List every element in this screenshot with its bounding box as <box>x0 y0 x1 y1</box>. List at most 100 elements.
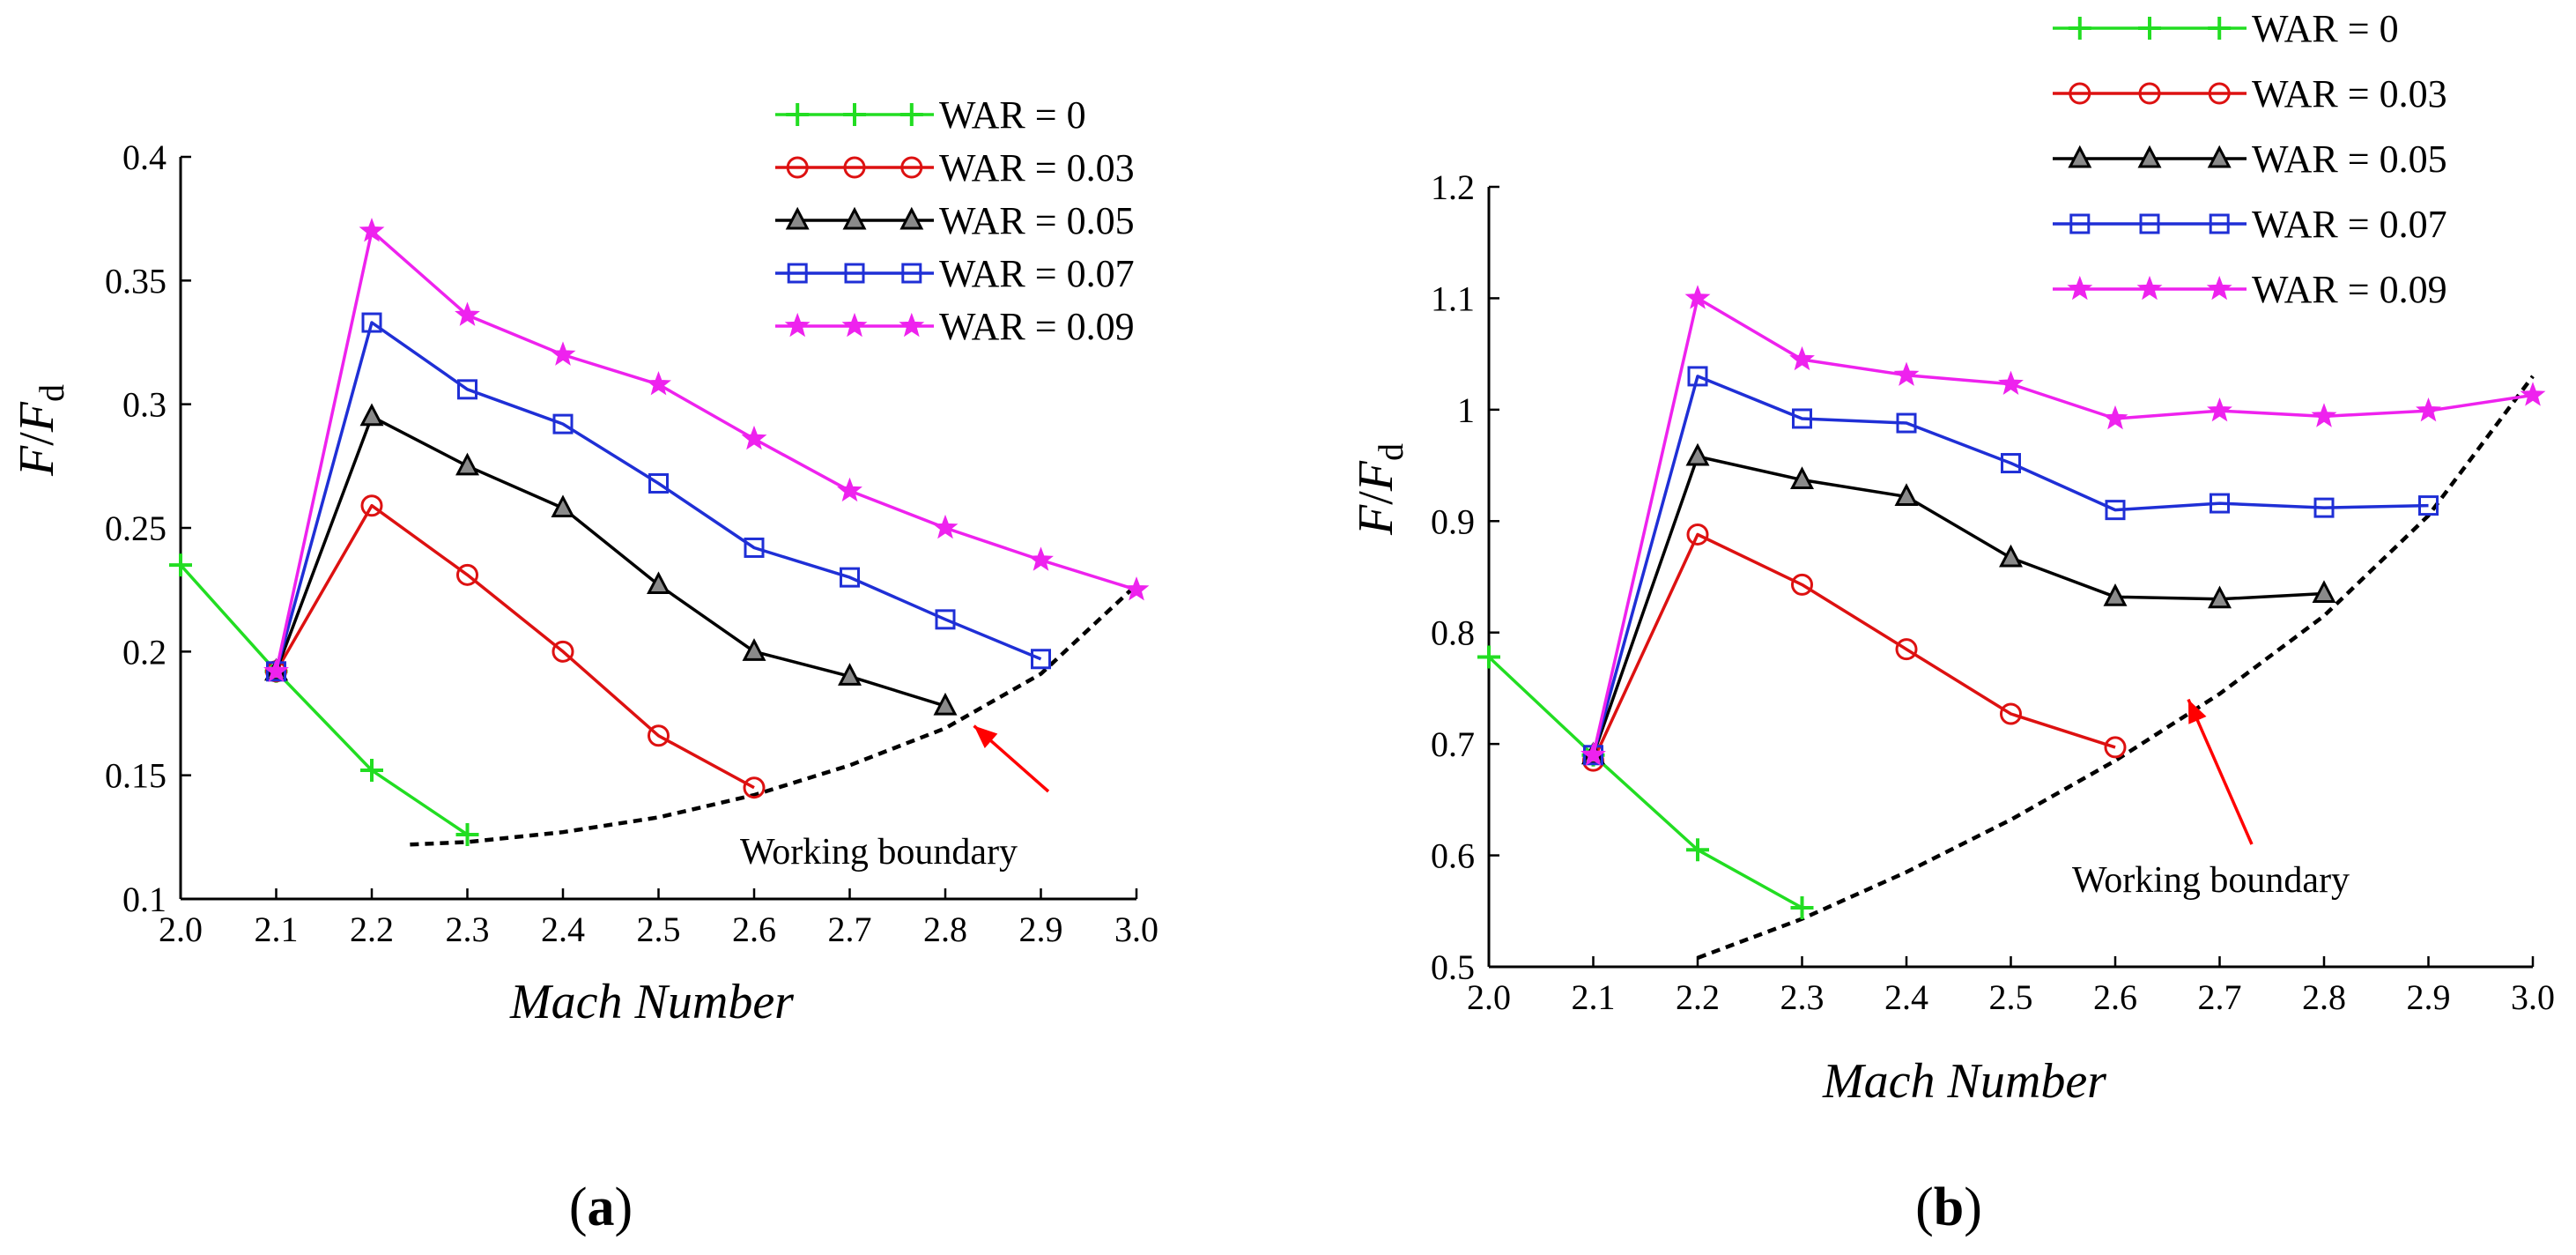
working-boundary-label: Working boundary <box>2072 860 2350 901</box>
legend-label: WAR = 0.09 <box>2252 268 2447 311</box>
series-4 <box>1580 285 2546 767</box>
legend-marker <box>899 206 924 230</box>
data-point <box>1687 366 1708 387</box>
series-line <box>1591 532 2116 761</box>
x-tick-label: 2.0 <box>1467 977 1511 1017</box>
data-point <box>455 301 480 326</box>
series-line <box>274 321 1042 672</box>
panel-label-close: ) <box>615 1177 633 1237</box>
y-axis-title-subscript: d <box>32 384 71 402</box>
legend-label: WAR = 0.07 <box>939 252 1135 295</box>
x-tick-label: 2.4 <box>1884 977 1928 1017</box>
y-tick-label: 0.3 <box>122 385 167 425</box>
legend-marker <box>786 156 809 179</box>
data-point <box>744 537 765 558</box>
x-tick-label: 3.0 <box>1114 910 1158 949</box>
x-axis-title: Mach Number <box>509 975 794 1029</box>
data-point <box>551 640 574 663</box>
data-point <box>1123 576 1150 601</box>
data-point <box>2311 403 2337 427</box>
series-line <box>274 414 946 708</box>
x-tick-label: 2.1 <box>1572 977 1616 1017</box>
legend-marker <box>786 103 810 126</box>
y-tick-label: 0.6 <box>1431 836 1475 876</box>
y-tick-label: 0.15 <box>105 756 167 796</box>
data-point <box>1685 442 1710 466</box>
data-point <box>550 341 576 366</box>
y-axis-title-slash: / <box>1349 491 1403 505</box>
data-point <box>933 692 958 716</box>
legend-marker <box>2138 17 2161 40</box>
data-point <box>456 563 478 586</box>
x-tick-label: 2.8 <box>923 910 967 949</box>
data-point <box>1789 345 1815 371</box>
data-point <box>1686 523 1709 546</box>
x-tick-label: 2.5 <box>1989 977 2033 1017</box>
data-point <box>2104 736 2127 759</box>
series-line <box>274 503 755 790</box>
series-line <box>1591 375 2429 756</box>
panel-label-open: ( <box>569 1177 588 1237</box>
data-point <box>359 403 384 427</box>
y-tick-label: 0.8 <box>1431 613 1475 653</box>
data-point <box>1477 645 1500 669</box>
data-point <box>838 663 862 686</box>
data-point <box>1792 408 1812 429</box>
data-point <box>2208 585 2232 609</box>
y-tick-label: 0.4 <box>122 137 167 177</box>
legend-marker <box>843 103 866 126</box>
data-point <box>263 657 289 683</box>
panel-label: (b) <box>1915 1177 1982 1237</box>
data-point <box>932 514 959 539</box>
legend-marker <box>2209 213 2230 234</box>
data-point <box>552 413 574 434</box>
y-axis-title-subscript: d <box>1371 443 1410 461</box>
data-point <box>169 553 192 577</box>
legend-marker <box>841 312 868 338</box>
x-tick-label: 2.1 <box>255 910 299 949</box>
data-point <box>935 609 956 630</box>
legend-marker <box>843 156 866 179</box>
series-1 <box>1582 523 2127 772</box>
data-point <box>1790 895 1814 919</box>
x-tick-label: 2.7 <box>2198 977 2242 1017</box>
x-tick-label: 2.9 <box>1019 910 1063 949</box>
legend-label: WAR = 0.03 <box>939 146 1135 189</box>
data-point <box>2000 702 2022 725</box>
x-tick-label: 2.6 <box>2093 977 2137 1017</box>
annotation-arrow-head <box>973 725 998 748</box>
data-point <box>648 724 670 747</box>
data-point <box>742 638 766 661</box>
y-axis-title: F/Fd <box>1349 443 1410 536</box>
panel-label-close: ) <box>1964 1177 1982 1237</box>
legend-label: WAR = 0.05 <box>939 199 1135 242</box>
panel-label-letter: b <box>1934 1177 1964 1237</box>
x-tick-label: 2.2 <box>1676 977 1720 1017</box>
series-line <box>1487 656 1803 910</box>
data-point <box>743 776 766 799</box>
y-axis-title-slash: / <box>10 432 64 446</box>
data-point <box>455 452 479 476</box>
legend-marker <box>899 103 923 126</box>
data-point <box>647 571 670 595</box>
data-point <box>1031 649 1051 670</box>
y-tick-label: 0.9 <box>1431 501 1475 541</box>
data-point <box>359 218 385 242</box>
legend-marker <box>2067 275 2093 301</box>
legend-marker <box>901 263 922 284</box>
panel-label-open: ( <box>1915 1177 1934 1237</box>
data-point <box>837 477 862 502</box>
data-point <box>648 472 669 494</box>
legend-marker <box>785 206 810 230</box>
legend-label: WAR = 0.09 <box>939 305 1135 348</box>
data-point <box>2520 382 2546 406</box>
x-tick-label: 2.3 <box>1780 977 1825 1017</box>
series-line <box>1591 296 2534 756</box>
series-1 <box>265 494 766 799</box>
legend-marker <box>2068 17 2091 40</box>
x-tick-label: 2.9 <box>2407 977 2451 1017</box>
data-point <box>455 823 479 847</box>
series-line <box>1591 455 2325 756</box>
x-tick-label: 2.7 <box>828 910 872 949</box>
